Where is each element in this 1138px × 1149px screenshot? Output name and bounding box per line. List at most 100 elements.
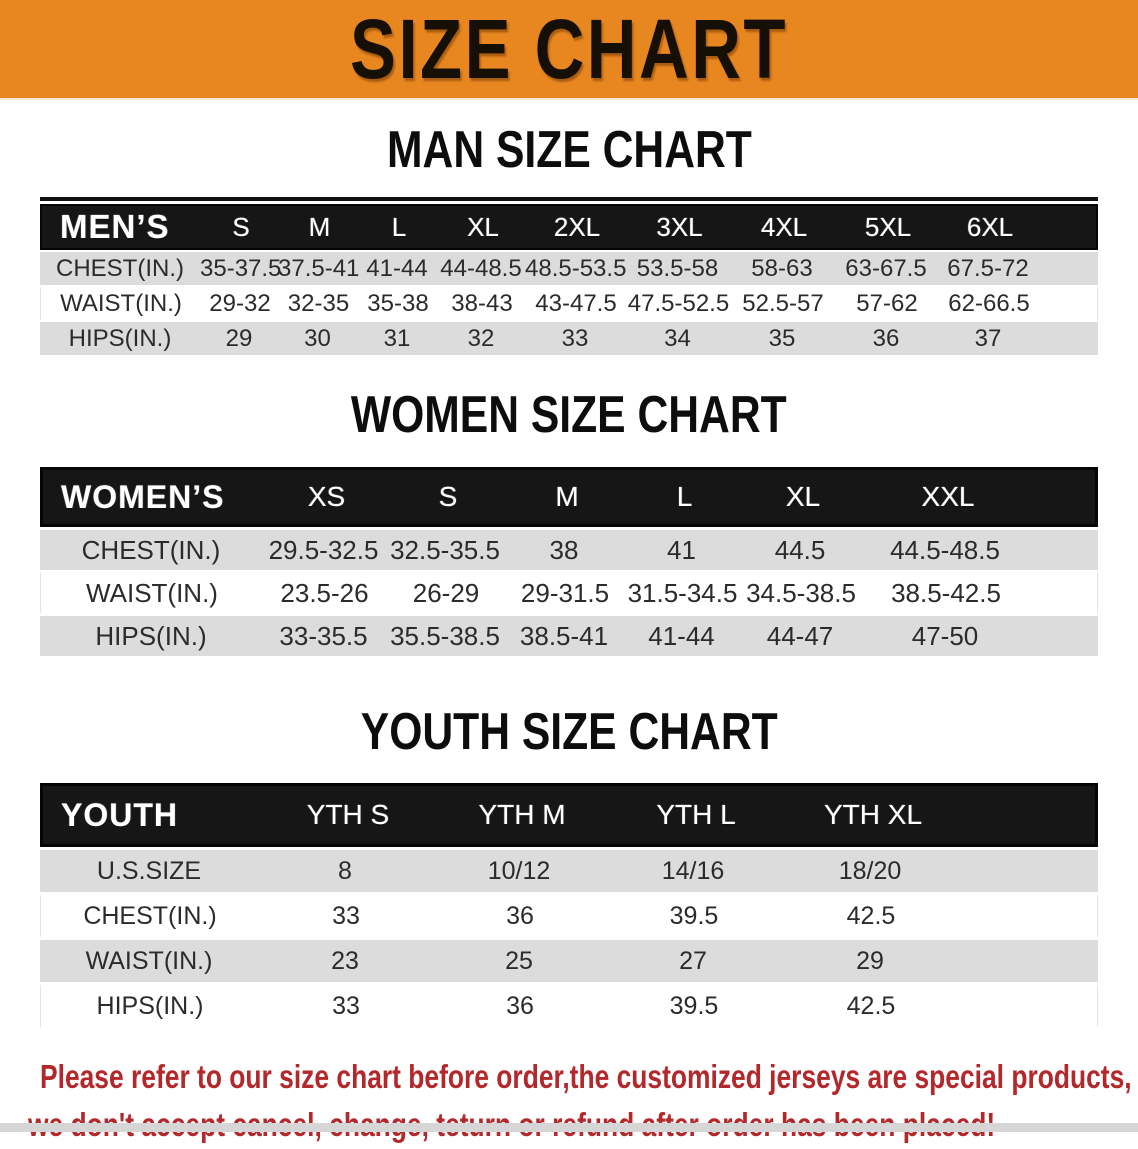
size-value: 42.5	[846, 991, 896, 1020]
size-column-header: 2XL	[553, 211, 601, 242]
size-column-header: L	[676, 481, 693, 512]
size-value: 32.5-35.5	[390, 534, 500, 565]
size-value: 29-32	[209, 289, 271, 317]
women-waist-row: WAIST(IN.) 23.5-26 26-29 29-31.5 31.5-34…	[40, 573, 1098, 613]
row-label: HIPS(IN.)	[96, 991, 204, 1020]
size-value: 32-35	[287, 289, 350, 317]
row-label: WAIST(IN.)	[85, 946, 213, 975]
size-value: 39.5	[669, 991, 719, 1020]
size-value: 44-48.5	[440, 254, 522, 282]
size-value: 53.5-58	[636, 254, 719, 282]
youth-ussize-row: U.S.SIZE 8 10/12 14/16 18/20	[40, 850, 1098, 892]
size-value: 52.5-57	[742, 289, 824, 317]
size-value: 33	[561, 324, 589, 352]
size-value: 35	[768, 324, 796, 352]
size-value: 8	[338, 856, 352, 885]
size-column-header: 6XL	[966, 211, 1014, 242]
row-label: WAIST(IN.)	[60, 289, 182, 317]
youth-section: YOUTH SIZE CHART YOUTH YTH S YTH M YTH L…	[0, 706, 1138, 1027]
size-column-header: 4XL	[760, 211, 808, 242]
size-column-header: XL	[467, 211, 499, 242]
size-value: 43-47.5	[535, 289, 617, 317]
size-value: 34.5-38.5	[746, 577, 856, 608]
size-value: 47.5-52.5	[627, 289, 730, 317]
disclaimer-line-1: Please refer to our size chart before or…	[40, 1058, 1132, 1095]
row-label: HIPS(IN.)	[95, 620, 207, 651]
size-column-header: XL	[785, 481, 821, 512]
row-label: CHEST(IN.)	[83, 901, 217, 930]
size-value: 33-35.5	[279, 620, 368, 651]
size-column-header: L	[391, 211, 407, 242]
size-value: 41-44	[366, 254, 428, 282]
women-size-table: WOMEN’S XS S M L XL XXL CHEST(IN.) 29.5-…	[40, 467, 1098, 656]
size-column-header: YTH M	[478, 799, 566, 830]
size-value: 34	[664, 324, 691, 352]
size-value: 58-63	[751, 254, 813, 282]
size-value: 33	[332, 991, 360, 1020]
size-column-header: XS	[307, 481, 346, 512]
size-value: 57-62	[856, 289, 918, 317]
youth-waist-row: WAIST(IN.) 23 25 27 29	[40, 940, 1098, 982]
men-chest-row: CHEST(IN.) 35-37.5 37.5-41 41-44 44-48.5…	[40, 252, 1098, 285]
row-label: HIPS(IN.)	[68, 324, 172, 352]
size-value: 38.5-41	[519, 620, 609, 651]
disclaimer-note: Please refer to our size chart before or…	[28, 1053, 1138, 1149]
size-value: 48.5-53.5	[525, 254, 627, 282]
size-value: 36	[506, 901, 534, 930]
size-column-header: S	[438, 481, 458, 512]
size-value: 63-67.5	[845, 254, 927, 282]
women-table-corner-label: WOMEN’S	[61, 478, 225, 515]
size-value: 31	[383, 324, 411, 352]
size-value: 14/16	[661, 856, 725, 885]
size-value: 31.5-34.5	[627, 577, 738, 608]
size-column-header: 5XL	[864, 211, 912, 242]
size-value: 27	[679, 946, 707, 975]
page-title-text: SIZE CHART	[350, 1, 788, 96]
size-value: 39.5	[669, 901, 719, 930]
youth-size-table: YOUTH YTH S YTH M YTH L YTH XL U.S.SIZE …	[40, 783, 1098, 1027]
men-section-heading: MAN SIZE CHART	[386, 121, 752, 179]
men-table-corner-label: MEN’S	[60, 208, 170, 245]
size-value: 44.5	[774, 534, 826, 565]
size-value: 35-38	[367, 289, 429, 317]
size-column-header: S	[232, 211, 250, 242]
size-value: 26-29	[412, 577, 480, 608]
size-value: 62-66.5	[948, 289, 1030, 317]
size-value: 38.5-42.5	[891, 577, 1001, 608]
size-value: 41	[667, 534, 696, 565]
size-column-header: M	[555, 481, 579, 512]
size-column-header: 3XL	[656, 211, 703, 242]
size-value: 33	[332, 901, 360, 930]
women-section: WOMEN SIZE CHART WOMEN’S XS S M L XL XXL…	[0, 389, 1138, 656]
page-title: SIZE CHART	[350, 1, 788, 98]
size-value: 25	[505, 946, 533, 975]
size-value: 35.5-38.5	[390, 620, 500, 651]
size-value: 37	[974, 324, 1002, 352]
row-label: CHEST(IN.)	[81, 534, 221, 565]
size-value: 23.5-26	[280, 577, 369, 608]
size-value: 29	[856, 946, 884, 975]
women-section-heading: WOMEN SIZE CHART	[351, 386, 787, 444]
youth-hips-row: HIPS(IN.) 33 36 39.5 42.5	[40, 985, 1098, 1027]
size-value: 18/20	[838, 856, 902, 885]
men-size-table: MEN’S S M L XL 2XL 3XL 4XL 5XL 6XL CHEST…	[40, 197, 1098, 355]
women-chest-row: CHEST(IN.) 29.5-32.5 32.5-35.5 38 41 44.…	[40, 530, 1098, 570]
size-value: 29	[225, 324, 253, 352]
size-value: 47-50	[911, 620, 979, 651]
size-value: 29-31.5	[520, 577, 610, 608]
size-value: 32	[467, 324, 495, 352]
row-label: WAIST(IN.)	[86, 577, 218, 608]
men-section: MAN SIZE CHART MEN’S S M L XL 2XL 3XL 4X…	[0, 124, 1138, 355]
size-value: 38	[549, 534, 579, 565]
size-value: 44-47	[766, 620, 834, 651]
size-column-header: YTH S	[306, 799, 390, 830]
men-waist-row: WAIST(IN.) 29-32 32-35 35-38 38-43 43-47…	[40, 287, 1098, 320]
size-value: 44.5-48.5	[890, 534, 1000, 565]
size-column-header: YTH XL	[823, 799, 923, 830]
size-column-header: M	[308, 211, 331, 242]
title-banner: SIZE CHART	[0, 0, 1138, 100]
row-label: U.S.SIZE	[96, 856, 202, 885]
size-value: 42.5	[846, 901, 896, 930]
youth-table-corner-label: YOUTH	[61, 796, 178, 833]
size-value: 67.5-72	[947, 254, 1029, 282]
